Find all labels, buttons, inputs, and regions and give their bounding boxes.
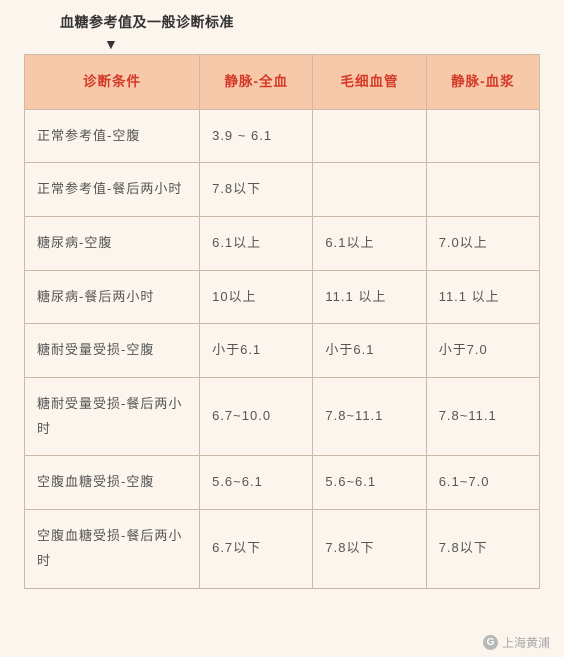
table-cell: 糖耐受量受损-空腹	[25, 324, 200, 378]
page-title: 血糖参考值及一般诊断标准	[60, 12, 564, 32]
table-cell: 11.1 以上	[313, 270, 426, 324]
table-cell: 空腹血糖受损-餐后两小时	[25, 510, 200, 588]
source-footer: G 上海黄浦	[483, 634, 550, 651]
table-cell: 6.7~10.0	[200, 378, 313, 456]
table-cell: 7.8以下	[426, 510, 539, 588]
table-cell: 11.1 以上	[426, 270, 539, 324]
table-cell: 7.0以上	[426, 217, 539, 271]
table-cell: 糖尿病-餐后两小时	[25, 270, 200, 324]
table-cell	[426, 163, 539, 217]
table-row: 正常参考值-空腹3.9 ~ 6.1	[25, 109, 540, 163]
table-cell: 3.9 ~ 6.1	[200, 109, 313, 163]
table-header: 静脉-全血	[200, 55, 313, 110]
table-cell: 小于7.0	[426, 324, 539, 378]
table-cell: 糖尿病-空腹	[25, 217, 200, 271]
table-cell: 正常参考值-餐后两小时	[25, 163, 200, 217]
table-row: 糖耐受量受损-餐后两小时6.7~10.07.8~11.17.8~11.1	[25, 378, 540, 456]
table-row: 空腹血糖受损-空腹5.6~6.15.6~6.16.1~7.0	[25, 456, 540, 510]
table-cell: 6.7以下	[200, 510, 313, 588]
source-label: 上海黄浦	[502, 634, 550, 651]
table-row: 正常参考值-餐后两小时7.8以下	[25, 163, 540, 217]
table-cell: 正常参考值-空腹	[25, 109, 200, 163]
table-cell: 7.8以下	[313, 510, 426, 588]
table-cell	[313, 163, 426, 217]
table-cell: 7.8以下	[200, 163, 313, 217]
table-cell: 空腹血糖受损-空腹	[25, 456, 200, 510]
table-cell: 糖耐受量受损-餐后两小时	[25, 378, 200, 456]
table-header: 诊断条件	[25, 55, 200, 110]
table-cell	[426, 109, 539, 163]
table-cell: 5.6~6.1	[313, 456, 426, 510]
table-cell: 10以上	[200, 270, 313, 324]
wechat-icon: G	[483, 635, 498, 650]
arrow-down-icon: ▼	[104, 36, 564, 52]
table-cell: 6.1以上	[313, 217, 426, 271]
table-header: 静脉-血浆	[426, 55, 539, 110]
table-row: 空腹血糖受损-餐后两小时6.7以下7.8以下7.8以下	[25, 510, 540, 588]
table-cell: 6.1以上	[200, 217, 313, 271]
glucose-reference-table: 诊断条件 静脉-全血 毛细血管 静脉-血浆 正常参考值-空腹3.9 ~ 6.1正…	[24, 54, 540, 589]
table-row: 糖尿病-空腹6.1以上6.1以上7.0以上	[25, 217, 540, 271]
table-row: 糖尿病-餐后两小时10以上11.1 以上11.1 以上	[25, 270, 540, 324]
table-cell: 6.1~7.0	[426, 456, 539, 510]
table-row: 糖耐受量受损-空腹小于6.1小于6.1小于7.0	[25, 324, 540, 378]
table-header: 毛细血管	[313, 55, 426, 110]
table-cell	[313, 109, 426, 163]
table-cell: 7.8~11.1	[426, 378, 539, 456]
table-cell: 5.6~6.1	[200, 456, 313, 510]
table-cell: 小于6.1	[313, 324, 426, 378]
table-cell: 7.8~11.1	[313, 378, 426, 456]
table-cell: 小于6.1	[200, 324, 313, 378]
